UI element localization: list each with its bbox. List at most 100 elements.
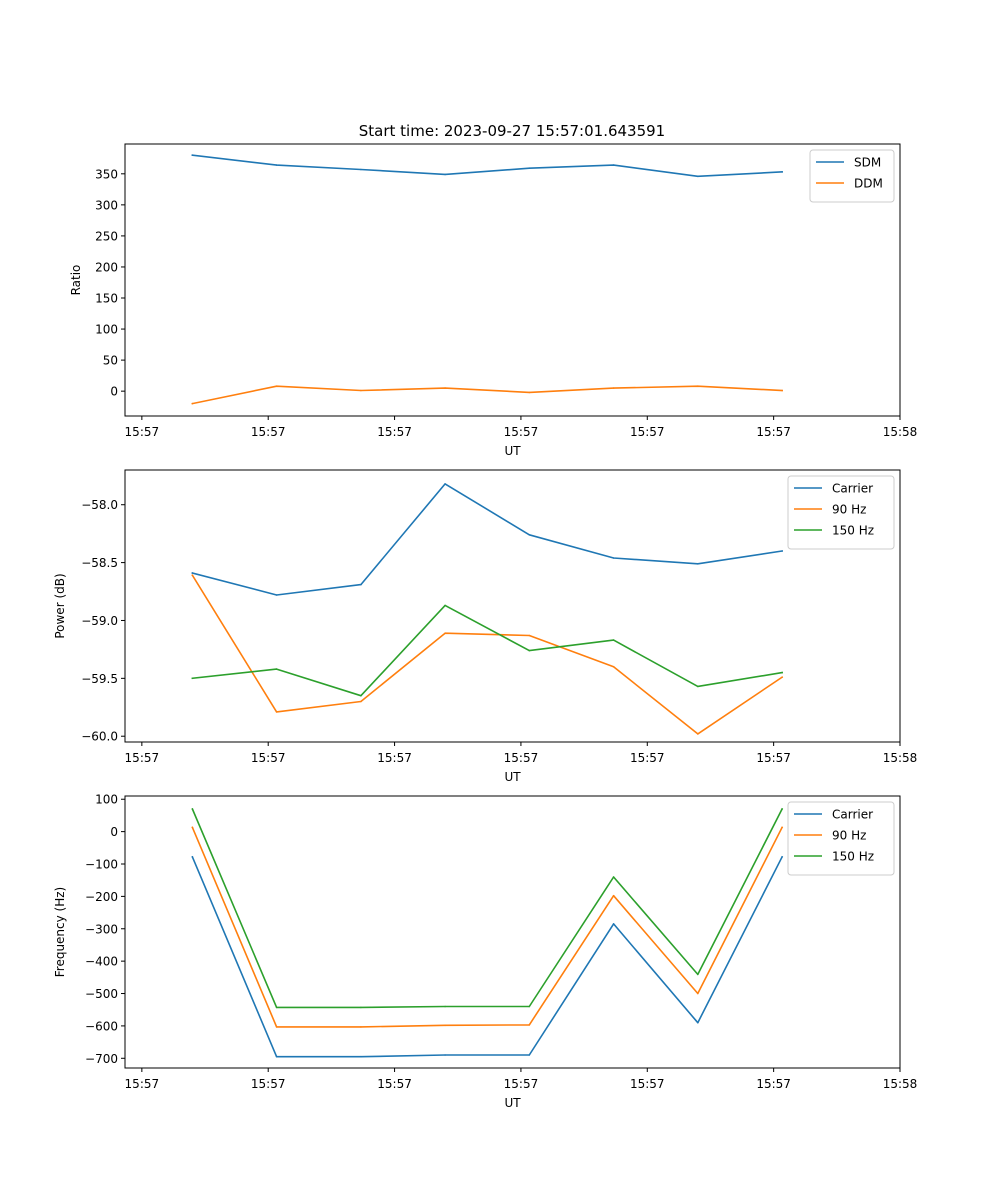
ratio-y-tick-label: 250 — [95, 229, 118, 243]
ratio-y-tick-label: 100 — [95, 323, 118, 337]
ratio-legend-label: DDM — [854, 177, 883, 191]
power-y-axis-label: Power (dB) — [53, 573, 67, 638]
ratio-series-ddm-line — [191, 385, 783, 405]
power-data-point — [191, 572, 194, 574]
frequency-x-tick-label: 15:57 — [630, 1077, 665, 1091]
ratio-legend-box — [809, 149, 895, 203]
power-data-point — [528, 634, 531, 637]
power-data-point — [360, 583, 362, 586]
power-data-point — [444, 604, 446, 607]
frequency-data-point — [360, 1006, 362, 1009]
frequency-y-tick-label: −500 — [85, 987, 118, 1001]
power-data-point — [360, 700, 362, 703]
frequency-data-point — [528, 1005, 531, 1008]
frequency-series-90-hz-line — [191, 826, 784, 1028]
ratio-x-tick-label: 15:57 — [756, 425, 791, 439]
frequency-data-point — [191, 808, 194, 810]
power-data-point — [275, 668, 278, 670]
ratio-data-point — [528, 167, 531, 169]
ratio-x-tick-label: 15:57 — [504, 425, 539, 439]
ratio-y-tick-label: 50 — [103, 354, 118, 368]
frequency-y-tick-label: −300 — [85, 922, 118, 936]
frequency-data-point — [612, 894, 615, 897]
chart-ratio: 15:57 15:57 15:57 15:57 15:57 15:57 15:58 0 50 10… — [69, 143, 918, 458]
power-data-point — [697, 733, 699, 735]
ratio-axes-frame — [124, 143, 901, 417]
frequency-data-point — [444, 1054, 446, 1056]
frequency-data-point — [781, 826, 783, 829]
ratio-data-point — [191, 154, 194, 156]
ratio-data-point — [528, 391, 531, 394]
power-x-tick-label: 15:57 — [504, 751, 539, 765]
power-legend-label: Carrier — [832, 482, 873, 496]
ratio-series-sdm-line — [191, 154, 783, 178]
frequency-y-tick-label: −600 — [85, 1019, 118, 1033]
ratio-x-axis-label: UT — [504, 444, 521, 458]
ratio-y-tick-label: 300 — [95, 198, 118, 212]
power-data-point — [275, 594, 278, 596]
power-data-point — [444, 483, 446, 485]
ratio-data-point — [697, 175, 699, 178]
power-legend-label: 150 Hz — [832, 524, 874, 538]
ratio-y-axis-label: Ratio — [69, 265, 83, 296]
ratio-x-tick-label: 15:58 — [883, 425, 918, 439]
power-data-point — [191, 574, 194, 577]
frequency-legend-label: 90 Hz — [832, 829, 866, 843]
power-y-tick-label: −59.5 — [81, 672, 118, 686]
ratio-data-point — [275, 164, 278, 166]
frequency-data-point — [781, 856, 783, 858]
frequency-data-point — [275, 1055, 278, 1058]
frequency-y-axis-label: Frequency (Hz) — [53, 887, 67, 978]
ratio-data-point — [360, 168, 362, 171]
frequency-x-axis-label: UT — [504, 1096, 521, 1110]
power-data-point — [528, 534, 531, 536]
power-data-point — [781, 671, 783, 674]
power-data-point — [781, 550, 783, 552]
frequency-data-point — [444, 1005, 446, 1008]
ratio-x-tick-label: 15:57 — [251, 425, 286, 439]
power-legend: Carrier 90 Hz 150 Hz — [787, 475, 895, 550]
power-series-carrier-line — [191, 483, 784, 596]
power-data-point — [191, 677, 194, 680]
frequency-x-tick-label: 15:57 — [504, 1077, 539, 1091]
power-data-point — [444, 632, 446, 634]
ratio-y-tick-label: 200 — [95, 260, 118, 274]
ratio-y-tick-label: 150 — [95, 292, 118, 306]
ratio-data-point — [781, 171, 783, 173]
frequency-x-tick-label: 15:57 — [377, 1077, 412, 1091]
power-data-point — [612, 666, 615, 668]
chart-power: 15:57 15:57 15:57 15:57 15:57 15:57 15:58 −60.0… — [53, 469, 918, 784]
frequency-legend-label: 150 Hz — [832, 850, 874, 864]
ratio-x-tick-label: 15:57 — [630, 425, 665, 439]
power-data-point — [528, 649, 531, 652]
ratio-data-point — [612, 387, 615, 389]
frequency-legend-label: Carrier — [832, 808, 873, 822]
frequency-y-tick-label: −400 — [85, 955, 118, 969]
frequency-data-point — [697, 992, 699, 995]
power-legend-label: 90 Hz — [832, 503, 866, 517]
frequency-x-tick-label: 15:57 — [125, 1077, 160, 1091]
frequency-data-point — [781, 808, 783, 810]
frequency-data-point — [360, 1026, 362, 1028]
power-data-point — [275, 711, 278, 713]
frequency-y-tick-label: 0 — [110, 825, 118, 839]
frequency-data-point — [275, 1026, 278, 1028]
frequency-data-point — [191, 826, 194, 829]
ratio-data-point — [360, 389, 362, 392]
ratio-y-tick-label: 0 — [110, 385, 118, 399]
frequency-x-tick-label: 15:57 — [756, 1077, 791, 1091]
frequency-data-point — [360, 1055, 362, 1058]
ratio-legend: SDM DDM — [809, 149, 895, 203]
power-series-90-hz-line — [191, 574, 784, 735]
power-y-tick-label: −59.0 — [81, 614, 118, 628]
power-data-point — [697, 563, 699, 565]
ratio-x-tick-label: 15:57 — [377, 425, 412, 439]
frequency-data-point — [444, 1024, 446, 1027]
ratio-x-tick-label: 15:57 — [125, 425, 160, 439]
frequency-legend: Carrier 90 Hz 150 Hz — [787, 801, 895, 876]
power-x-tick-label: 15:58 — [883, 751, 918, 765]
frequency-data-point — [697, 1021, 699, 1024]
ratio-y-tick-label: 350 — [95, 167, 118, 181]
ratio-data-point — [781, 389, 783, 392]
